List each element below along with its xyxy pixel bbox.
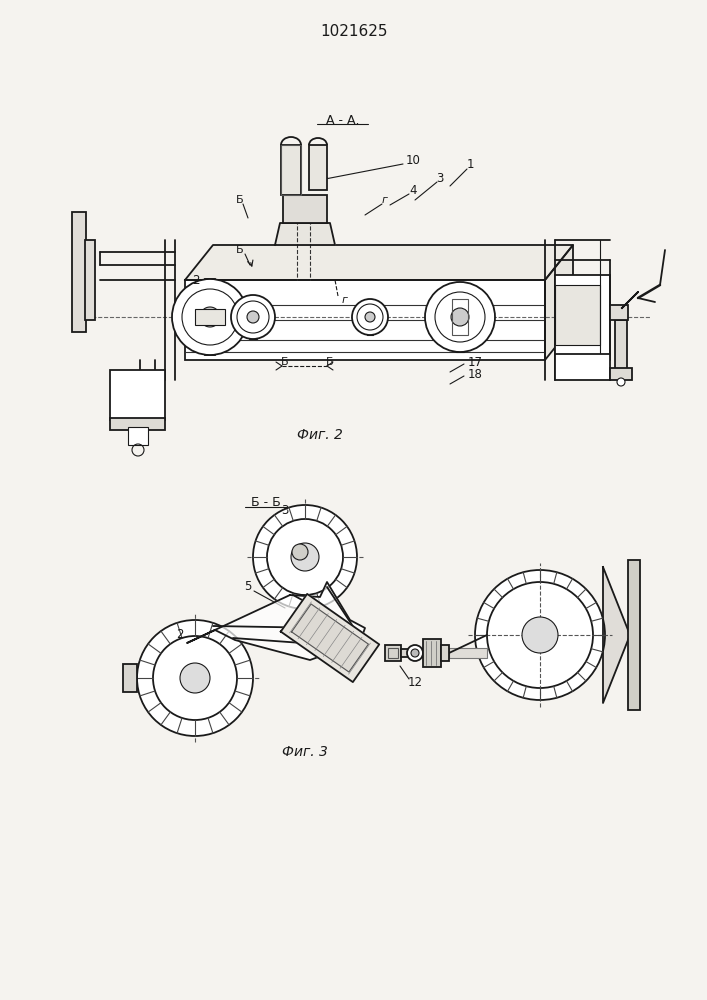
Text: 1: 1 xyxy=(466,158,474,172)
Text: Б: Б xyxy=(281,357,289,367)
Bar xyxy=(401,649,423,657)
Circle shape xyxy=(292,544,308,560)
Bar xyxy=(72,212,86,332)
Text: 17: 17 xyxy=(467,356,482,368)
Circle shape xyxy=(411,649,419,657)
Bar xyxy=(610,305,628,320)
Bar xyxy=(456,282,464,352)
Polygon shape xyxy=(187,582,365,660)
Circle shape xyxy=(617,378,625,386)
Polygon shape xyxy=(185,245,573,280)
Circle shape xyxy=(357,304,383,330)
Bar xyxy=(85,240,95,320)
Bar xyxy=(628,560,640,710)
Circle shape xyxy=(247,311,259,323)
Circle shape xyxy=(352,299,388,335)
Polygon shape xyxy=(291,604,368,672)
Text: 5: 5 xyxy=(245,580,252,593)
Bar xyxy=(388,648,398,658)
Text: Фиг. 3: Фиг. 3 xyxy=(282,745,328,759)
Circle shape xyxy=(451,308,469,326)
Circle shape xyxy=(237,301,269,333)
Text: Б: Б xyxy=(326,357,334,367)
Bar xyxy=(555,354,610,380)
Text: 18: 18 xyxy=(467,367,482,380)
Text: 2: 2 xyxy=(176,629,184,642)
Circle shape xyxy=(475,570,605,700)
Bar xyxy=(555,285,600,345)
Text: Б - Б: Б - Б xyxy=(251,496,281,510)
Text: 10: 10 xyxy=(406,153,421,166)
Circle shape xyxy=(267,519,343,595)
Bar xyxy=(452,299,468,335)
Text: 2: 2 xyxy=(192,273,200,286)
Circle shape xyxy=(487,582,593,688)
Bar xyxy=(385,645,401,661)
Bar xyxy=(449,648,487,658)
Circle shape xyxy=(180,663,210,693)
Text: 12: 12 xyxy=(407,676,423,688)
Bar xyxy=(309,145,327,190)
Circle shape xyxy=(435,292,485,342)
Polygon shape xyxy=(622,292,638,308)
Circle shape xyxy=(425,282,495,352)
Bar xyxy=(423,639,441,667)
Bar xyxy=(610,368,632,380)
Text: г: г xyxy=(342,295,348,305)
Text: Б: Б xyxy=(236,195,244,205)
Text: Фиг. 2: Фиг. 2 xyxy=(297,428,343,442)
Bar xyxy=(555,275,610,355)
Text: 3: 3 xyxy=(436,172,444,184)
Bar xyxy=(110,418,165,430)
Bar xyxy=(249,295,257,339)
Circle shape xyxy=(407,645,423,661)
Bar xyxy=(441,645,449,661)
Text: 3: 3 xyxy=(281,504,288,516)
Text: А - А.: А - А. xyxy=(326,113,360,126)
Circle shape xyxy=(365,312,375,322)
Circle shape xyxy=(522,617,558,653)
Circle shape xyxy=(153,636,237,720)
Polygon shape xyxy=(603,567,630,703)
Circle shape xyxy=(200,307,220,327)
Bar xyxy=(205,279,215,355)
Circle shape xyxy=(172,279,248,355)
Text: 1021625: 1021625 xyxy=(320,24,387,39)
Bar xyxy=(281,145,301,195)
Bar xyxy=(128,427,148,445)
Circle shape xyxy=(253,505,357,609)
Text: г: г xyxy=(382,195,388,205)
Circle shape xyxy=(231,295,275,339)
Polygon shape xyxy=(275,223,335,245)
Bar xyxy=(123,664,137,692)
Bar xyxy=(283,195,327,223)
Text: 4: 4 xyxy=(409,184,416,196)
Polygon shape xyxy=(281,594,379,682)
Bar xyxy=(185,280,545,360)
Circle shape xyxy=(291,543,319,571)
Bar xyxy=(281,145,301,195)
Text: Б: Б xyxy=(236,245,244,255)
Bar xyxy=(367,299,373,335)
Polygon shape xyxy=(545,245,573,360)
Circle shape xyxy=(182,289,238,345)
Bar xyxy=(110,370,165,420)
Bar xyxy=(195,309,225,325)
Bar xyxy=(615,320,627,370)
Circle shape xyxy=(137,620,253,736)
